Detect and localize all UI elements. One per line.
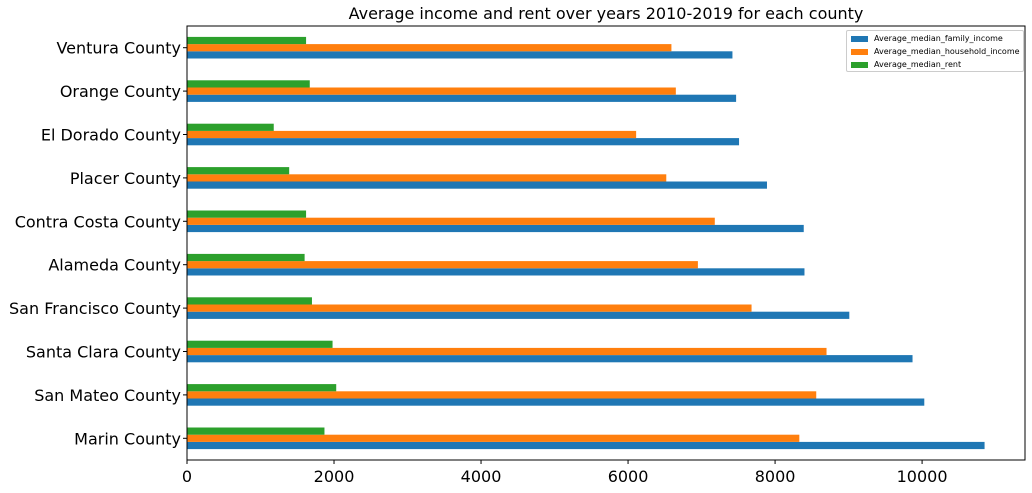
bar-ventura-county-average-median-household-income [187, 44, 672, 52]
bar-el-dorado-county-average-median-household-income [187, 130, 637, 139]
x-tick-label-10000: 10000 [897, 467, 948, 486]
x-tick-label-6000: 6000 [608, 467, 649, 486]
y-tick-label-san-mateo-county: San Mateo County [34, 386, 181, 405]
bar-marin-county-average-median-family-income [187, 441, 985, 450]
bar-alameda-county-average-median-household-income [187, 261, 698, 269]
bar-placer-county-average-median-family-income [187, 181, 767, 189]
bars-layer [187, 36, 985, 450]
bar-san-francisco-county-average-median-rent [187, 297, 312, 305]
bar-san-francisco-county-average-median-household-income [187, 304, 752, 312]
legend-label-rent: Average_median_rent [874, 60, 962, 69]
bar-san-mateo-county-average-median-family-income [187, 398, 925, 406]
legend-label-family-income: Average_median_family_income [874, 34, 1003, 43]
y-tick-label-placer-county: Placer County [70, 169, 181, 188]
bar-orange-county-average-median-family-income [187, 94, 737, 102]
bar-san-mateo-county-average-median-household-income [187, 391, 817, 399]
legend-item-family-income: Average_median_family_income [847, 32, 1023, 45]
bar-ventura-county-average-median-rent [187, 36, 307, 45]
bar-el-dorado-county-average-median-family-income [187, 138, 740, 146]
bar-alameda-county-average-median-rent [187, 253, 305, 262]
bar-alameda-county-average-median-family-income [187, 268, 805, 276]
legend: Average_median_family_income Average_med… [846, 30, 1024, 72]
x-tick-label-0: 0 [182, 467, 192, 486]
bar-placer-county-average-median-rent [187, 167, 290, 175]
bar-santa-clara-county-average-median-household-income [187, 347, 827, 356]
y-tick-label-orange-county: Orange County [60, 82, 181, 101]
plot-frame [186, 25, 1026, 461]
legend-swatch-household-income [851, 48, 868, 55]
legend-label-household-income: Average_median_household_income [874, 47, 1020, 56]
y-tick-label-san-francisco-county: San Francisco County [9, 299, 181, 318]
legend-item-rent: Average_median_rent [847, 58, 1023, 71]
bar-san-francisco-county-average-median-family-income [187, 311, 850, 319]
chart-title: Average income and rent over years 2010-… [349, 4, 864, 23]
x-tick-label-2000: 2000 [314, 467, 355, 486]
y-tick-label-ventura-county: Ventura County [56, 39, 181, 58]
y-tick-label-alameda-county: Alameda County [48, 256, 181, 275]
x-tick-label-4000: 4000 [461, 467, 502, 486]
bar-orange-county-average-median-rent [187, 80, 310, 88]
x-tick-label-8000: 8000 [755, 467, 796, 486]
bar-ventura-county-average-median-family-income [187, 51, 733, 59]
bar-contra-costa-county-average-median-household-income [187, 217, 715, 225]
bar-orange-county-average-median-household-income [187, 87, 676, 95]
axes-layer: Marin County San Mateo County Santa Clara … [9, 25, 1026, 486]
legend-item-household-income: Average_median_household_income [847, 45, 1023, 58]
y-tick-label-marin-county: Marin County [74, 429, 181, 448]
bar-santa-clara-county-average-median-family-income [187, 355, 913, 363]
y-tick-label-santa-clara-county: Santa Clara County [26, 343, 181, 362]
y-tick-label-contra-costa-county: Contra Costa County [15, 212, 181, 231]
y-tick-label-el-dorado-county: El Dorado County [41, 126, 181, 145]
bar-contra-costa-county-average-median-rent [187, 210, 307, 218]
bar-el-dorado-county-average-median-rent [187, 123, 274, 131]
bar-placer-county-average-median-household-income [187, 174, 667, 182]
legend-swatch-family-income [851, 35, 868, 42]
bar-santa-clara-county-average-median-rent [187, 340, 333, 348]
bar-contra-costa-county-average-median-family-income [187, 224, 804, 233]
legend-swatch-rent [851, 61, 868, 68]
bar-marin-county-average-median-rent [187, 427, 325, 435]
bar-marin-county-average-median-household-income [187, 434, 800, 442]
bar-san-mateo-county-average-median-rent [187, 384, 337, 392]
